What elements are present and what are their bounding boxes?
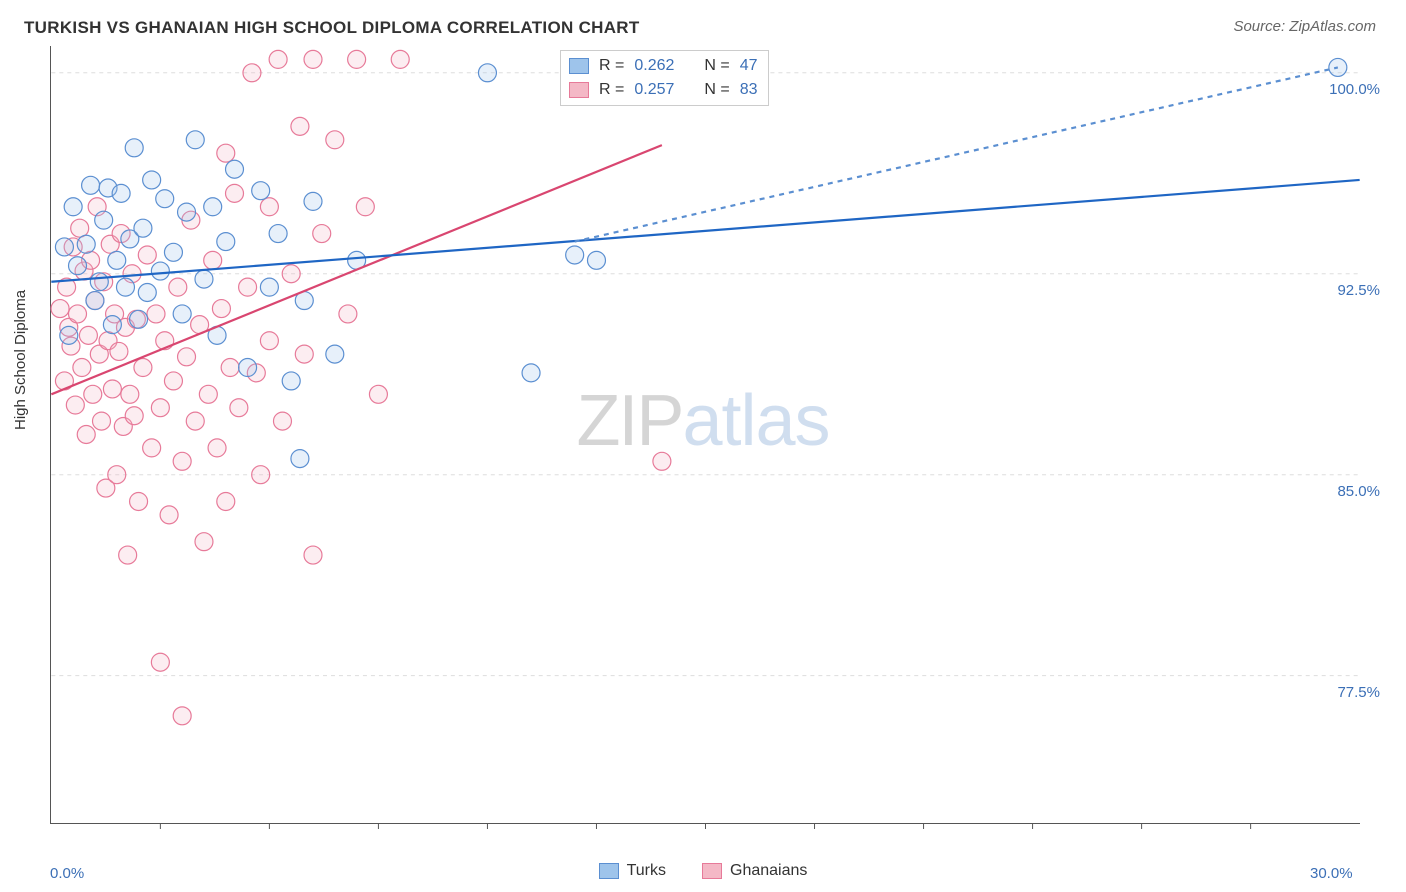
x-tick-label: 30.0% bbox=[1310, 865, 1353, 882]
source-attribution: Source: ZipAtlas.com bbox=[1233, 18, 1376, 35]
n-value-turks: 47 bbox=[740, 57, 758, 75]
y-tick-label: 100.0% bbox=[1329, 81, 1380, 98]
r-label: R = bbox=[599, 81, 624, 99]
n-label: N = bbox=[704, 81, 729, 99]
r-value-turks: 0.262 bbox=[634, 57, 674, 75]
n-value-ghanaians: 83 bbox=[740, 81, 758, 99]
y-axis-label: High School Diploma bbox=[12, 290, 29, 430]
legend-item-turks: Turks bbox=[599, 862, 666, 880]
swatch-turks bbox=[569, 58, 589, 74]
swatch-ghanaians-bottom bbox=[702, 863, 722, 879]
legend-label-ghanaians: Ghanaians bbox=[730, 862, 807, 880]
x-tick-label: 0.0% bbox=[50, 865, 84, 882]
swatch-turks-bottom bbox=[599, 863, 619, 879]
swatch-ghanaians bbox=[569, 82, 589, 98]
r-value-ghanaians: 0.257 bbox=[634, 81, 674, 99]
legend-item-ghanaians: Ghanaians bbox=[702, 862, 807, 880]
correlation-legend: R = 0.262 N = 47 R = 0.257 N = 83 bbox=[560, 50, 769, 106]
y-tick-label: 92.5% bbox=[1337, 282, 1380, 299]
chart-svg bbox=[51, 46, 1360, 823]
legend-label-turks: Turks bbox=[627, 862, 666, 880]
y-tick-label: 77.5% bbox=[1337, 684, 1380, 701]
series-legend: Turks Ghanaians bbox=[0, 862, 1406, 880]
r-label: R = bbox=[599, 57, 624, 75]
legend-row-turks: R = 0.262 N = 47 bbox=[569, 54, 758, 78]
n-label: N = bbox=[704, 57, 729, 75]
y-tick-label: 85.0% bbox=[1337, 483, 1380, 500]
plot-area bbox=[50, 46, 1360, 824]
legend-row-ghanaians: R = 0.257 N = 83 bbox=[569, 78, 758, 102]
chart-title: TURKISH VS GHANAIAN HIGH SCHOOL DIPLOMA … bbox=[24, 18, 640, 38]
